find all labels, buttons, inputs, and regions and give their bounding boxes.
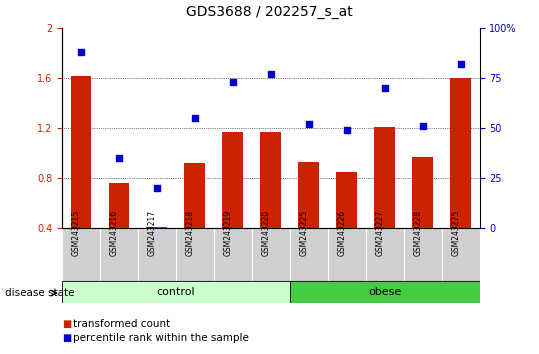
Point xyxy=(191,115,199,121)
Point xyxy=(266,72,275,77)
Point xyxy=(305,121,313,127)
Text: GSM243227: GSM243227 xyxy=(376,210,385,256)
Point xyxy=(418,124,427,129)
Point xyxy=(381,86,389,91)
Point xyxy=(77,50,85,55)
Bar xyxy=(260,132,281,228)
Text: disease state: disease state xyxy=(5,288,75,298)
Text: ■: ■ xyxy=(62,333,71,343)
Text: control: control xyxy=(157,287,195,297)
Bar xyxy=(450,78,471,228)
Text: percentile rank within the sample: percentile rank within the sample xyxy=(73,333,248,343)
Text: ■: ■ xyxy=(62,319,71,329)
Bar xyxy=(299,162,319,228)
Point xyxy=(457,62,465,67)
Point xyxy=(229,80,237,85)
Bar xyxy=(147,227,168,228)
Bar xyxy=(223,132,243,228)
Text: GSM243216: GSM243216 xyxy=(110,210,119,256)
Text: GSM243226: GSM243226 xyxy=(338,210,347,256)
Bar xyxy=(336,172,357,228)
Text: GSM243220: GSM243220 xyxy=(262,210,271,256)
Text: transformed count: transformed count xyxy=(73,319,170,329)
Text: GDS3688 / 202257_s_at: GDS3688 / 202257_s_at xyxy=(186,5,353,19)
Text: obese: obese xyxy=(368,287,402,297)
Bar xyxy=(184,163,205,228)
Text: GSM243218: GSM243218 xyxy=(186,210,195,256)
Text: GSM243217: GSM243217 xyxy=(148,210,157,256)
Point xyxy=(342,127,351,133)
Text: GSM243215: GSM243215 xyxy=(72,210,81,256)
Text: GSM243219: GSM243219 xyxy=(224,210,233,256)
Bar xyxy=(62,281,290,303)
Point xyxy=(153,185,161,191)
Bar xyxy=(71,76,92,228)
Point xyxy=(115,155,123,161)
Bar xyxy=(290,281,480,303)
Text: GSM243225: GSM243225 xyxy=(300,210,309,256)
Bar xyxy=(412,157,433,228)
Text: GSM243228: GSM243228 xyxy=(414,210,423,256)
Bar xyxy=(374,127,395,228)
Bar xyxy=(108,183,129,228)
Text: GSM243275: GSM243275 xyxy=(452,210,461,256)
